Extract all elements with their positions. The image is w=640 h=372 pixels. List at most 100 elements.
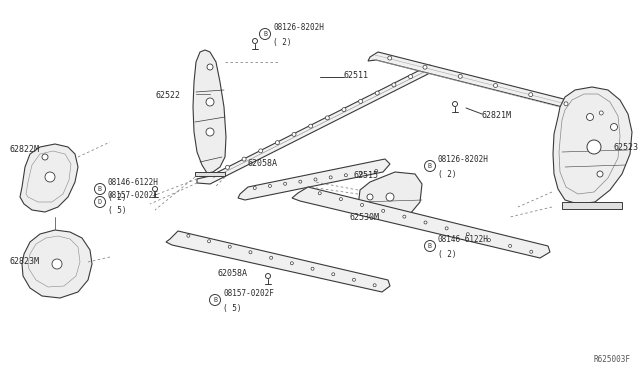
Circle shape (329, 176, 332, 179)
Text: 62058A: 62058A (248, 160, 278, 169)
Circle shape (268, 185, 271, 187)
Circle shape (423, 65, 427, 69)
Text: 62058A: 62058A (218, 269, 248, 279)
Circle shape (358, 99, 363, 103)
Circle shape (529, 93, 532, 97)
Circle shape (299, 180, 302, 183)
Text: 62522: 62522 (155, 92, 180, 100)
Text: 08146-6122H: 08146-6122H (438, 235, 489, 244)
Circle shape (242, 157, 246, 161)
Text: ( 2): ( 2) (108, 193, 127, 202)
Circle shape (342, 108, 346, 112)
Circle shape (311, 267, 314, 270)
Text: R625003F: R625003F (593, 356, 630, 365)
Circle shape (373, 284, 376, 287)
Text: ( 5): ( 5) (223, 304, 241, 313)
Circle shape (206, 98, 214, 106)
Text: 62511: 62511 (344, 71, 369, 80)
Circle shape (367, 194, 373, 200)
Text: B: B (263, 31, 267, 37)
Circle shape (339, 198, 342, 201)
Text: 08157-0202F: 08157-0202F (108, 191, 159, 200)
Circle shape (375, 170, 378, 173)
Text: ( 2): ( 2) (438, 170, 456, 179)
Circle shape (291, 262, 293, 265)
Circle shape (207, 240, 211, 243)
Text: ( 2): ( 2) (273, 38, 291, 47)
Text: 62530M: 62530M (350, 212, 380, 221)
Text: 08126-8202H: 08126-8202H (438, 155, 489, 164)
Circle shape (332, 273, 335, 276)
Circle shape (308, 124, 313, 128)
Circle shape (509, 244, 511, 247)
Circle shape (597, 171, 603, 177)
Polygon shape (166, 231, 390, 292)
Circle shape (424, 221, 427, 224)
Circle shape (284, 182, 287, 185)
Circle shape (599, 111, 604, 115)
Circle shape (249, 251, 252, 254)
Circle shape (488, 238, 490, 241)
Text: D: D (98, 199, 102, 205)
Text: B: B (98, 186, 102, 192)
Polygon shape (22, 230, 92, 298)
Circle shape (207, 64, 213, 70)
Circle shape (388, 56, 392, 60)
Text: 62821M: 62821M (482, 110, 512, 119)
Circle shape (381, 209, 385, 212)
Circle shape (314, 178, 317, 181)
Circle shape (360, 171, 363, 174)
Circle shape (292, 132, 296, 137)
Polygon shape (562, 202, 622, 209)
Circle shape (611, 124, 618, 131)
Circle shape (530, 250, 532, 253)
Circle shape (392, 83, 396, 87)
Polygon shape (238, 159, 390, 200)
Circle shape (586, 113, 593, 121)
Text: 08126-8202H: 08126-8202H (273, 23, 324, 32)
Text: 08157-0202F: 08157-0202F (223, 289, 274, 298)
Circle shape (269, 256, 273, 259)
Circle shape (259, 149, 263, 153)
Circle shape (353, 278, 355, 281)
Text: ( 5): ( 5) (108, 206, 127, 215)
Circle shape (206, 128, 214, 136)
Circle shape (325, 116, 330, 120)
Circle shape (45, 172, 55, 182)
Text: B: B (213, 297, 217, 303)
Text: 62515: 62515 (354, 170, 379, 180)
Circle shape (225, 166, 230, 169)
Circle shape (458, 74, 462, 78)
Polygon shape (197, 65, 432, 184)
Text: 62823M: 62823M (10, 257, 40, 266)
Circle shape (564, 102, 568, 106)
Polygon shape (358, 172, 422, 220)
Text: B: B (428, 163, 432, 169)
Circle shape (386, 193, 394, 201)
Circle shape (493, 83, 497, 87)
Text: ( 2): ( 2) (438, 250, 456, 259)
Polygon shape (195, 172, 225, 176)
Circle shape (403, 215, 406, 218)
Text: 62822M: 62822M (10, 145, 40, 154)
Circle shape (253, 186, 256, 190)
Polygon shape (20, 144, 78, 212)
Text: B: B (428, 243, 432, 249)
Circle shape (408, 75, 413, 78)
Text: 08146-6122H: 08146-6122H (108, 178, 159, 187)
Polygon shape (368, 52, 618, 120)
Circle shape (275, 141, 280, 145)
Circle shape (187, 234, 190, 237)
Circle shape (445, 227, 448, 230)
Circle shape (360, 203, 364, 206)
Circle shape (318, 192, 321, 195)
Circle shape (52, 259, 62, 269)
Polygon shape (553, 87, 632, 204)
Polygon shape (193, 50, 226, 173)
Polygon shape (292, 187, 550, 258)
Circle shape (228, 245, 231, 248)
Circle shape (587, 140, 601, 154)
Circle shape (42, 154, 48, 160)
Circle shape (467, 233, 469, 236)
Circle shape (344, 174, 348, 177)
